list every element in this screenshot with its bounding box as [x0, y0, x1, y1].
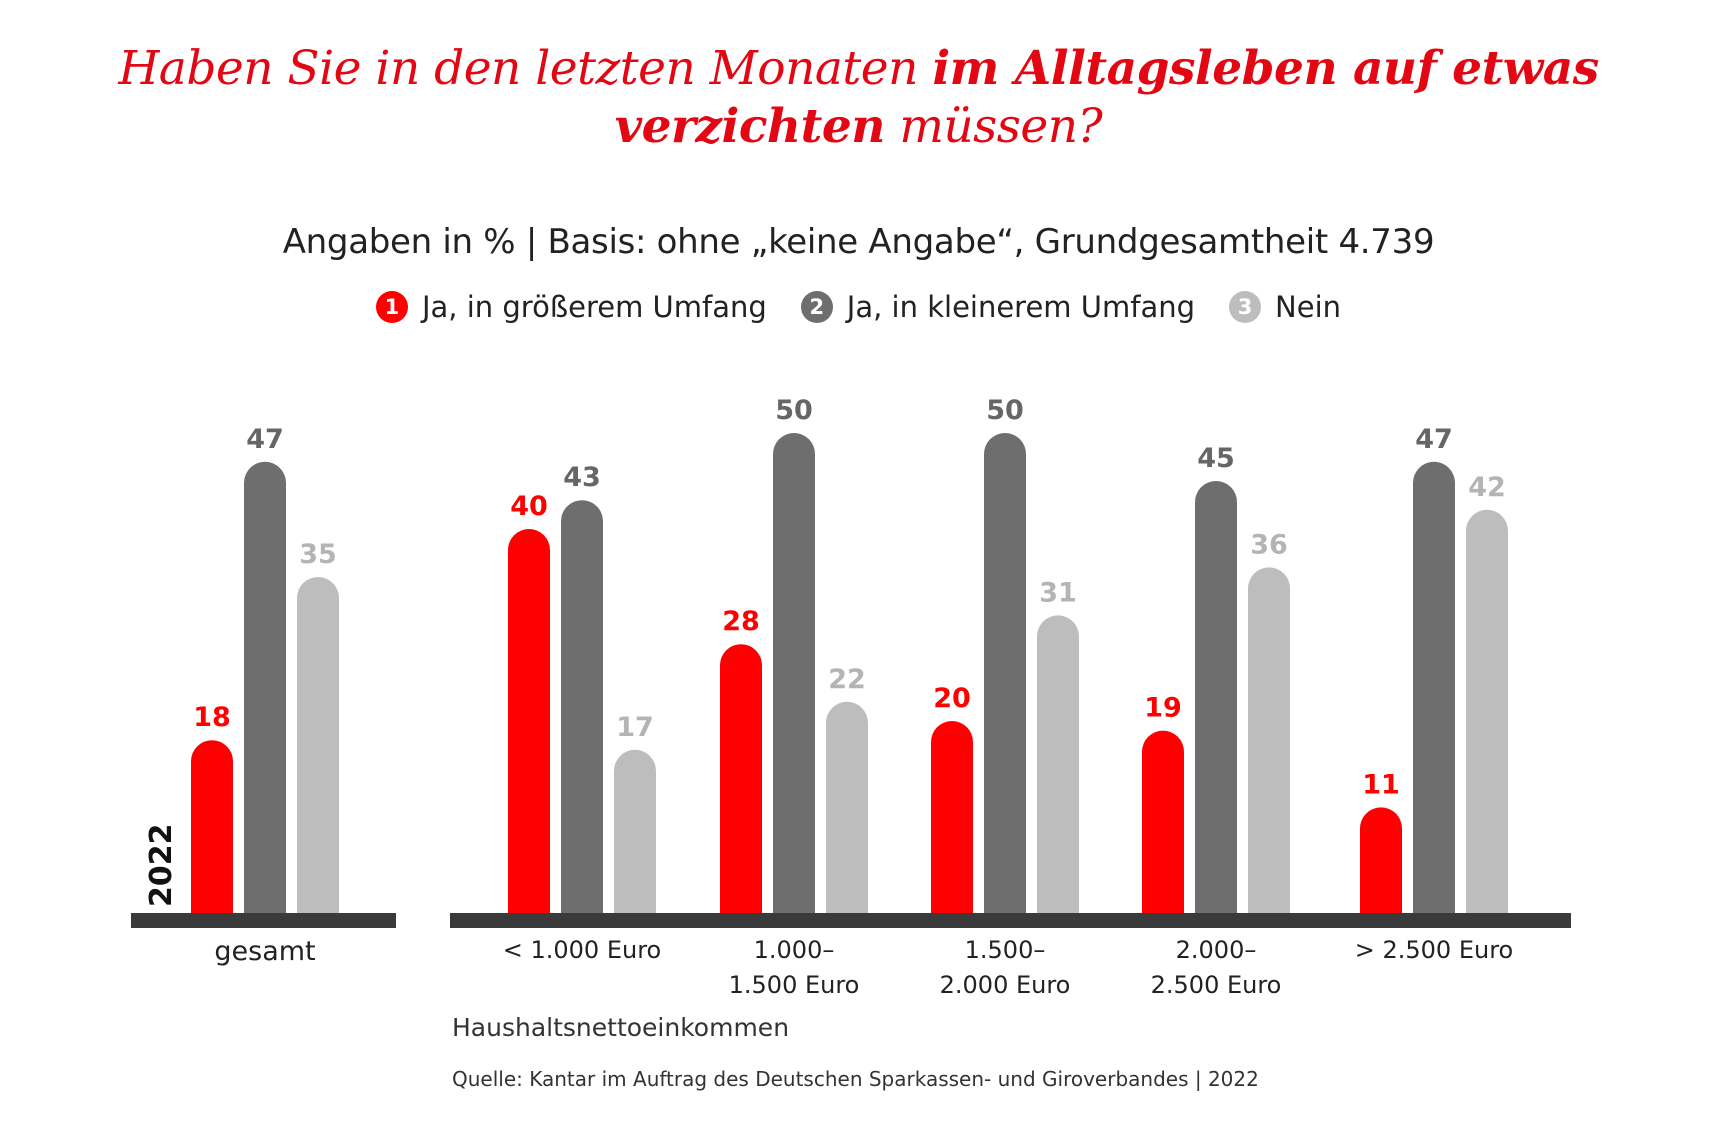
legend-label-3: Nein: [1275, 290, 1342, 324]
value-label-5-0: 11: [1362, 769, 1400, 800]
bar-3-2: [1037, 615, 1079, 913]
title-part2: müssen?: [884, 99, 1103, 154]
legend-item-2: 2 Ja, in kleinerem Umfang: [800, 290, 1196, 324]
bar-5-1: [1413, 461, 1455, 913]
legend: 1 Ja, in größerem Umfang 2 Ja, in kleine…: [0, 290, 1717, 324]
bar-3-1: [984, 433, 1026, 913]
bar-4-2: [1248, 567, 1290, 913]
value-label-3-0: 20: [933, 683, 971, 714]
source-note: Quelle: Kantar im Auftrag des Deutschen …: [452, 1067, 1259, 1091]
year-label: 2022: [144, 824, 179, 908]
bar-5-2: [1466, 509, 1508, 913]
value-label-2-1: 50: [775, 395, 813, 426]
value-label-5-1: 47: [1415, 424, 1453, 455]
legend-label-1: Ja, in größerem Umfang: [421, 290, 767, 324]
title-bold2: verzichten: [614, 99, 886, 154]
baseline-income: [450, 913, 1571, 928]
value-label-3-2: 31: [1039, 577, 1077, 608]
value-label-0-2: 35: [299, 539, 337, 570]
legend-marker-1: 1: [375, 291, 408, 323]
bar-0-1: [244, 461, 286, 913]
bar-1-0: [508, 529, 550, 913]
legend-marker-3: 3: [1229, 291, 1262, 323]
legend-item-1: 1 Ja, in größerem Umfang: [375, 290, 767, 324]
legend-marker-2: 2: [800, 291, 833, 323]
value-label-0-1: 47: [246, 424, 284, 455]
category-label-3-1: 2.000 Euro: [940, 971, 1071, 999]
category-label-5-0: > 2.500 Euro: [1355, 936, 1513, 964]
legend-item-3: 3 Nein: [1229, 290, 1341, 324]
value-label-1-0: 40: [510, 491, 548, 522]
bar-1-1: [561, 500, 603, 913]
baseline-gesamt: [131, 913, 396, 928]
category-label-2-1: 1.500 Euro: [729, 971, 860, 999]
category-label-1-0: < 1.000 Euro: [503, 936, 661, 964]
title-bold1: im Alltagsleben auf etwas: [932, 41, 1599, 96]
bar-2-2: [826, 701, 868, 913]
value-label-4-0: 19: [1144, 693, 1182, 724]
value-label-3-1: 50: [986, 395, 1024, 426]
x-axis-title: Haushaltsnettoeinkommen: [452, 1013, 790, 1042]
bar-5-0: [1360, 807, 1402, 913]
bar-0-0: [191, 740, 233, 913]
legend-label-2: Ja, in kleinerem Umfang: [846, 290, 1196, 324]
bar-2-0: [720, 644, 762, 913]
category-label-2-0: 1.000–: [754, 936, 835, 964]
chart-subtitle: Angaben in % | Basis: ohne „keine Angabe…: [282, 222, 1435, 262]
chart-title: Haben Sie in den letzten Monaten im Allt…: [0, 40, 1717, 156]
value-label-2-0: 28: [722, 606, 760, 637]
category-label-3-0: 1.500–: [965, 936, 1046, 964]
bar-2-1: [773, 433, 815, 913]
bar-4-0: [1142, 730, 1184, 913]
value-label-4-1: 45: [1197, 443, 1235, 474]
bar-0-2: [297, 577, 339, 913]
bar-1-2: [614, 749, 656, 913]
category-label-0-0: gesamt: [214, 936, 315, 967]
bar-4-1: [1195, 481, 1237, 913]
category-label-4-0: 2.000–: [1176, 936, 1257, 964]
value-label-5-2: 42: [1468, 472, 1506, 503]
value-label-2-2: 22: [828, 664, 866, 695]
category-label-4-1: 2.500 Euro: [1151, 971, 1282, 999]
value-label-0-0: 18: [193, 702, 231, 733]
value-label-4-2: 36: [1250, 529, 1288, 560]
title-part1: Haben Sie in den letzten Monaten: [118, 41, 933, 96]
bar-3-0: [931, 721, 973, 913]
value-label-1-2: 17: [616, 712, 654, 743]
value-label-1-1: 43: [563, 462, 601, 493]
